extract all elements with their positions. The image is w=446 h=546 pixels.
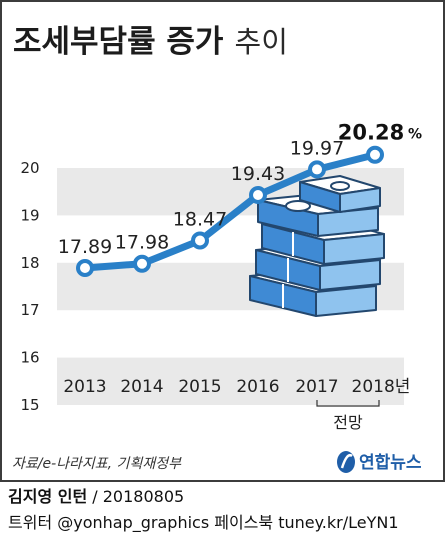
data-label: 18.47 bbox=[173, 209, 227, 231]
x-tick-label: 2017 bbox=[295, 377, 338, 397]
data-point bbox=[133, 254, 151, 273]
credit-block: 김지영 인턴 / 20180805 트위터 @yonhap_graphics 페… bbox=[8, 484, 438, 536]
series-line-group bbox=[81, 151, 379, 272]
data-point bbox=[249, 186, 267, 205]
y-tick-label: 20 bbox=[20, 159, 39, 177]
money-stack-illustration bbox=[249, 175, 385, 317]
money-bundle bbox=[299, 175, 381, 213]
forecast-bracket-line bbox=[316, 400, 380, 407]
data-label: 17.98 bbox=[115, 232, 169, 254]
y-tick-label: 15 bbox=[20, 396, 39, 414]
chart-title: 조세부담률 증가 추이 bbox=[13, 24, 288, 60]
x-tick-label: 2014 bbox=[120, 377, 163, 397]
x-tick-label: 2016 bbox=[236, 377, 279, 397]
yonhap-logo: 연합뉴스 bbox=[337, 451, 422, 473]
y-axis: 15 16 17 18 19 20 bbox=[20, 159, 39, 414]
chart-title-sub: 추이 bbox=[235, 25, 288, 59]
series-points bbox=[76, 145, 384, 278]
y-tick-label: 17 bbox=[20, 301, 39, 319]
grid-band bbox=[57, 357, 404, 405]
credit-social: 트위터 @yonhap_graphics 페이스북 tuney.kr/LeYN1 bbox=[8, 513, 399, 532]
y-tick-label: 18 bbox=[20, 254, 39, 272]
data-point bbox=[366, 145, 384, 164]
x-tick-label: 2018년 bbox=[352, 377, 411, 397]
source-note: 자료/e-나라지표, 기획재정부 bbox=[12, 456, 182, 472]
data-label: 20.28 bbox=[338, 121, 404, 145]
data-label: 17.89 bbox=[58, 236, 112, 258]
data-point bbox=[308, 160, 326, 179]
x-tick-label: 2013 bbox=[63, 377, 106, 397]
data-label: 19.43 bbox=[231, 163, 285, 185]
data-label-unit: % bbox=[408, 127, 422, 143]
data-label: 19.97 bbox=[290, 137, 344, 159]
x-axis: 2013 2014 2015 2016 2017 2018년 bbox=[63, 377, 410, 397]
credit-line-1: 김지영 인턴 / 20180805 bbox=[8, 484, 438, 510]
y-tick-label: 16 bbox=[20, 349, 39, 367]
data-point bbox=[76, 259, 94, 278]
credit-date: / 20180805 bbox=[87, 487, 185, 506]
logo-mark-stroke bbox=[340, 454, 353, 469]
chart-title-main: 조세부담률 증가 bbox=[13, 24, 224, 60]
forecast-bracket: 전망 bbox=[316, 400, 380, 432]
x-tick-label: 2015 bbox=[178, 377, 221, 397]
logo-text: 연합뉴스 bbox=[359, 452, 422, 473]
forecast-label: 전망 bbox=[333, 413, 363, 432]
logo-mark bbox=[337, 451, 355, 473]
y-tick-label: 19 bbox=[20, 206, 39, 224]
data-point bbox=[191, 231, 209, 250]
series-line bbox=[81, 151, 379, 272]
credit-author: 김지영 인턴 bbox=[8, 487, 88, 506]
